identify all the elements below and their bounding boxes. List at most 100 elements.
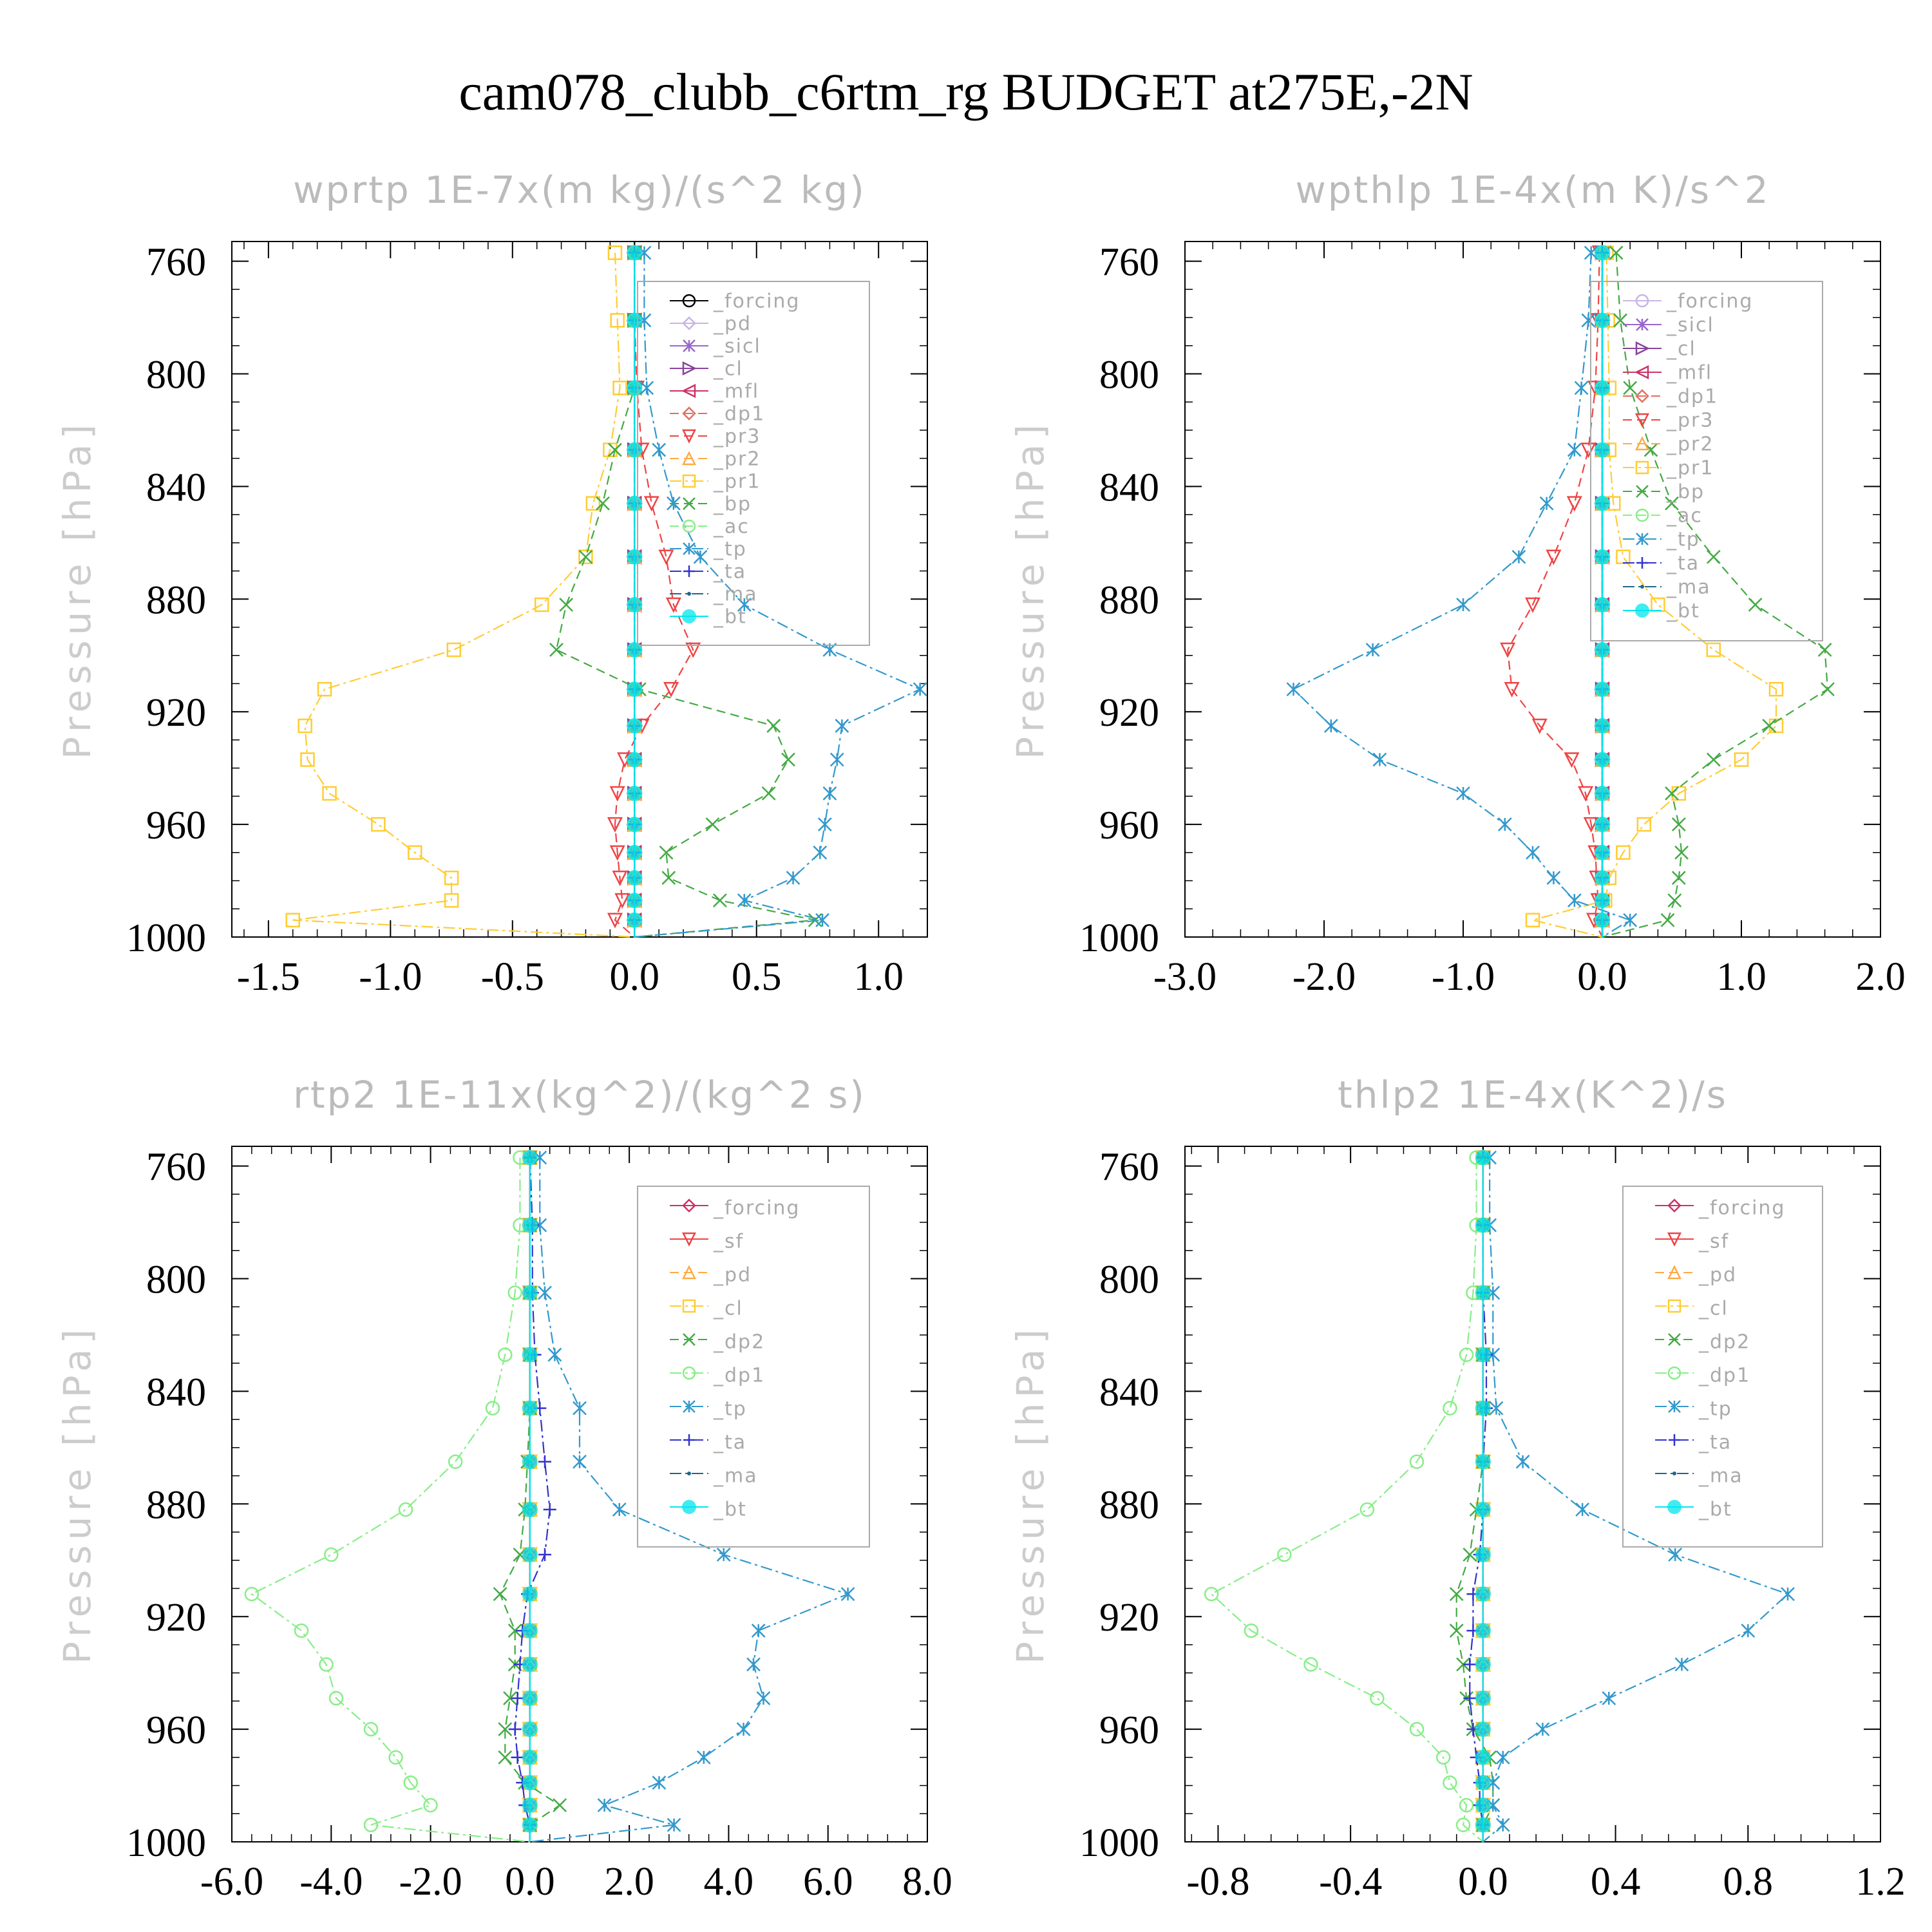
legend-swatch-marker [682, 474, 696, 488]
legend-swatch-marker [683, 497, 696, 510]
data-point [522, 1217, 538, 1233]
data-point [612, 1502, 627, 1517]
data-point [1821, 682, 1835, 697]
y-tick-label: 800 [1099, 1258, 1159, 1302]
minor-ticks [1185, 1146, 1881, 1842]
data-point [498, 1347, 513, 1362]
data-point [661, 871, 676, 886]
y-tick-label: 920 [146, 1596, 206, 1640]
data-point [1567, 893, 1582, 908]
data-point [652, 1776, 667, 1790]
data-point [388, 1750, 403, 1765]
data-point [737, 598, 752, 612]
legend-label: _dp2 [1698, 1331, 1750, 1353]
data-point [608, 442, 622, 457]
y-tick-label: 760 [1099, 1146, 1159, 1189]
data-point [1455, 1817, 1471, 1833]
series-line [514, 1157, 551, 1842]
x-tick-label: -0.5 [481, 955, 544, 999]
data-point [1370, 1690, 1385, 1706]
data-point [713, 893, 727, 908]
data-point [1286, 682, 1301, 697]
data-point [522, 1817, 538, 1833]
data-point [627, 718, 643, 734]
data-point [559, 598, 574, 612]
data-point [610, 313, 625, 328]
data-point [423, 1797, 438, 1813]
data-point [498, 1750, 513, 1765]
y-tick-label: 840 [146, 466, 206, 509]
data-point [643, 496, 659, 512]
y-tick-label: 920 [146, 691, 206, 735]
data-point [522, 1347, 538, 1363]
series-line [529, 1157, 850, 1843]
data-point [317, 681, 332, 697]
data-point [522, 1623, 538, 1639]
data-point [1584, 245, 1598, 260]
y-tick-label: 880 [1099, 578, 1159, 622]
data-point [627, 912, 643, 928]
data-point [1580, 442, 1596, 459]
data-point [612, 381, 627, 395]
legend-swatch-marker [682, 1299, 696, 1313]
plot-frame [231, 241, 928, 938]
x-tick-label: 6.0 [803, 1860, 853, 1904]
data-point [1781, 1587, 1795, 1602]
legend-label: _cl [713, 1297, 743, 1320]
data-point [1475, 1721, 1491, 1738]
data-point [1475, 1217, 1491, 1233]
data-point [1546, 549, 1562, 565]
data-point [658, 549, 674, 565]
data-point [1748, 598, 1763, 612]
data-point [538, 1455, 551, 1468]
y-tick-label: 960 [1099, 804, 1159, 848]
data-point [596, 496, 610, 511]
series-line [1506, 252, 1603, 938]
y-tick-label: 1000 [126, 1821, 206, 1865]
panel-4: thlp2 1E-4x(K^2)/s Pressure [hPa] 760 800 84… [1009, 1073, 1906, 1904]
data-point [1463, 1548, 1477, 1562]
legend-swatch-marker [681, 383, 696, 399]
legend-box [637, 1186, 870, 1548]
series-line [1602, 252, 1829, 938]
x-tick-label: -3.0 [1153, 955, 1217, 999]
data-point [1602, 1691, 1616, 1705]
legend-box [1622, 1186, 1823, 1548]
legend-swatch-marker [1640, 585, 1644, 589]
data-point [1566, 496, 1582, 512]
data-point [627, 549, 643, 565]
data-point [1525, 913, 1540, 928]
data-point [1539, 496, 1554, 511]
legend-label: _ac [713, 516, 750, 538]
x-tick-label: 0.8 [1723, 1860, 1774, 1904]
x-tick-label: -2.0 [1293, 955, 1356, 999]
data-point [1595, 912, 1610, 928]
data-point [1475, 1656, 1491, 1672]
data-point [751, 1624, 766, 1638]
legend-swatch-marker [1667, 1366, 1681, 1380]
legend-label: _ma [1666, 576, 1711, 599]
data-point [736, 1722, 751, 1736]
y-tick-label: 840 [1099, 1370, 1159, 1414]
y-tick-label: 1000 [126, 916, 206, 960]
data-point [609, 786, 625, 802]
data-point [1459, 1347, 1474, 1362]
legend-label: _pr2 [713, 448, 761, 471]
data-point [508, 1723, 522, 1736]
data-point [522, 1690, 538, 1707]
legend-swatch-marker [1635, 389, 1649, 403]
x-tick-label: 0.4 [1591, 1860, 1641, 1904]
data-point [705, 817, 720, 831]
legend-label: _bt [1666, 600, 1700, 623]
legend-label: _pd [713, 1264, 752, 1286]
y-tick-label: 760 [146, 1146, 206, 1189]
legend-label: _tp [713, 1397, 747, 1420]
legend-label: _bt [1698, 1498, 1732, 1520]
legend-label: _cl [1666, 338, 1696, 361]
data-point [522, 1586, 538, 1602]
series-dp1 [244, 1150, 530, 1843]
data-point [285, 913, 300, 928]
data-point [1595, 380, 1610, 396]
data-point [1671, 871, 1686, 886]
y-tick-label: 840 [1099, 466, 1159, 509]
